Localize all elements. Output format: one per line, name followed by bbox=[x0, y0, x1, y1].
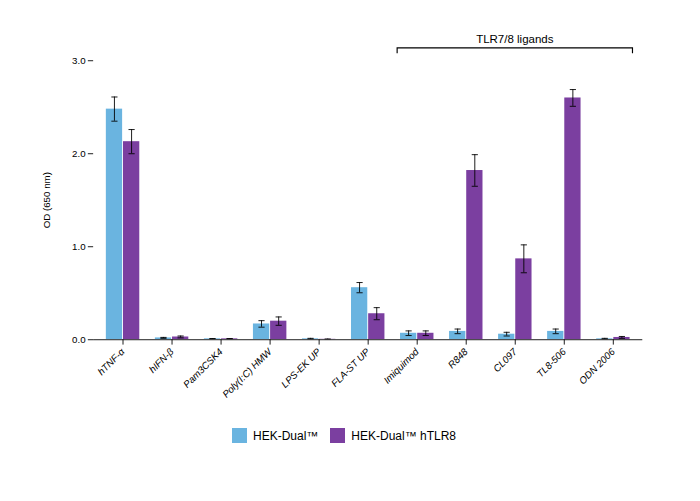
svg-text:TLR7/8 ligands: TLR7/8 ligands bbox=[476, 33, 554, 45]
svg-text:1.0: 1.0 bbox=[72, 241, 86, 252]
svg-text:Poly(I:C) HMW: Poly(I:C) HMW bbox=[220, 345, 274, 399]
svg-text:R848: R848 bbox=[446, 346, 471, 371]
svg-text:3.0: 3.0 bbox=[72, 55, 86, 66]
svg-text:CL097: CL097 bbox=[491, 346, 519, 374]
svg-text:hTNF-α: hTNF-α bbox=[95, 346, 127, 378]
svg-text:hIFN-β: hIFN-β bbox=[147, 346, 176, 375]
svg-text:FLA-ST UP: FLA-ST UP bbox=[329, 346, 372, 389]
svg-text:Imiquimod: Imiquimod bbox=[381, 346, 421, 386]
svg-text:TL8-506: TL8-506 bbox=[534, 346, 568, 380]
svg-text:LPS-EK UP: LPS-EK UP bbox=[279, 346, 323, 390]
html-text:HEK-Dual™ hTLR8: HEK-Dual™ hTLR8 bbox=[351, 428, 456, 443]
svg-text:ODN 2006: ODN 2006 bbox=[577, 346, 618, 387]
svg-text:2.0: 2.0 bbox=[72, 148, 86, 159]
svg-text:0.0: 0.0 bbox=[72, 334, 86, 345]
svg-text:Pam3CSK4: Pam3CSK4 bbox=[181, 346, 225, 390]
html-text:HEK-Dual™: HEK-Dual™ bbox=[253, 428, 319, 443]
svg-text:OD (650 nm): OD (650 nm) bbox=[41, 172, 52, 228]
